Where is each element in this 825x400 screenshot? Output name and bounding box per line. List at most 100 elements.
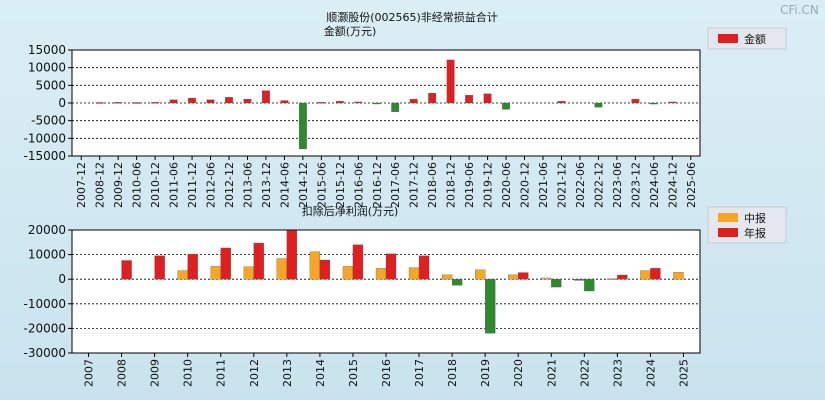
chart1-xtick-label: 2024-06 <box>648 162 661 208</box>
chart1-xtick-label: 2012-06 <box>205 162 218 208</box>
chart1-bar <box>465 95 474 104</box>
chart1-xtick-label: 2020-12 <box>519 162 532 208</box>
chart2-bar <box>319 259 331 280</box>
chart1-bar <box>280 100 289 104</box>
chart1-bar <box>502 102 510 110</box>
chart2-bar <box>385 253 397 280</box>
chart1-ytick-label: 5000 <box>35 78 66 92</box>
chart1-xtick-label: 2017-12 <box>408 162 421 208</box>
chart2-ytick-label: 0 <box>58 272 66 286</box>
chart1-ytick-label: -15000 <box>23 149 66 163</box>
chart2-bar <box>650 267 661 280</box>
watermark: CFi.CN <box>780 3 819 17</box>
chart2-bar <box>276 258 287 280</box>
chart2-bar <box>451 279 463 286</box>
chart1-bar <box>262 90 270 104</box>
chart2-bar <box>408 267 420 280</box>
chart1-xtick-label: 2010-06 <box>131 162 144 208</box>
chart2-legend-swatch <box>718 228 738 237</box>
chart1-bar <box>335 101 344 104</box>
chart2-xtick-label: 2020 <box>512 359 525 387</box>
chart2-bar <box>574 279 585 281</box>
chart-nonrecurring-gains: 顺灏股份(002565)非经常损益合计 金额(万元) 15000 10000 500… <box>23 10 787 208</box>
chart2-bar <box>352 244 364 280</box>
chart1-xtick-label: 2023-12 <box>629 162 642 208</box>
chart2-xtick-label: 2016 <box>380 359 393 387</box>
chart2-bar <box>607 278 618 280</box>
chart1-xtick-label: 2024-12 <box>666 162 679 208</box>
chart1-xtick-label: 2017-06 <box>389 162 402 208</box>
chart2-ytick-label: 10000 <box>28 248 66 262</box>
chart1-bar <box>114 102 123 104</box>
chart1-title: 顺灏股份(002565)非经常损益合计 <box>326 10 498 24</box>
chart2-xtick-label: 2013 <box>281 359 294 387</box>
plot-area <box>71 229 701 354</box>
chart2-bar <box>177 270 188 280</box>
chart1-bar <box>243 98 252 104</box>
chart2-xtick-label: 2024 <box>644 359 657 387</box>
chart2-bar <box>617 274 628 280</box>
chart1-xtick-label: 2012-12 <box>223 162 236 208</box>
chart1-xtick-label: 2010-12 <box>149 162 162 208</box>
chart2-ytick-label: 20000 <box>28 223 66 237</box>
chart2-bar <box>154 255 165 280</box>
chart2-xtick-label: 2007 <box>83 359 96 387</box>
chart1-bar <box>594 102 603 108</box>
chart1-bar <box>132 102 141 104</box>
chart1-xtick-label: 2016-06 <box>352 162 365 208</box>
chart1-bar <box>298 102 307 150</box>
chart1-xtick-label: 2025-06 <box>685 162 698 208</box>
chart2-bar <box>309 251 321 280</box>
chart2-bar <box>475 269 486 280</box>
chart1-xtick-label: 2018-06 <box>426 162 439 208</box>
chart2-bar <box>187 253 198 280</box>
chart2-xtick-label: 2009 <box>149 359 162 387</box>
chart1-legend-swatch <box>718 34 738 43</box>
chart1-bar <box>446 59 455 104</box>
chart2-xtick-label: 2023 <box>611 359 624 387</box>
chart2-xtick-label: 2022 <box>578 359 591 387</box>
chart2-xtick-label: 2025 <box>677 359 690 387</box>
chart1-xtick-label: 2019-06 <box>463 162 476 208</box>
chart2-legend-label: 年报 <box>744 226 766 240</box>
chart1-xtick-label: 2015-06 <box>315 162 328 208</box>
chart1-bar <box>557 101 566 104</box>
chart1-xtick-label: 2018-12 <box>445 162 458 208</box>
chart1-xtick-label: 2021-06 <box>537 162 550 208</box>
chart1-xtick-label: 2013-12 <box>260 162 273 208</box>
chart1-bar <box>631 98 640 104</box>
chart2-bar <box>640 270 651 280</box>
chart1-bar <box>206 99 215 104</box>
chart-net-profit: 扣除后净利润(万元) 20000 10000 0 -10000 -20000 -30000… <box>23 204 787 387</box>
chart2-bar <box>551 279 562 288</box>
chart2-bar <box>243 266 254 280</box>
chart1-bar <box>225 97 233 104</box>
chart1-legend: 金额 <box>707 27 787 50</box>
chart1-xtick-label: 2014-06 <box>278 162 291 208</box>
chart1-legend-label: 金额 <box>744 32 766 46</box>
chart2-ytick-label: -30000 <box>23 346 66 360</box>
chart2-bar <box>441 274 453 280</box>
chart1-xtick-label: 2009-12 <box>112 162 125 208</box>
chart1-bar <box>354 101 363 104</box>
chart1-xtick-label: 2014-12 <box>297 162 310 208</box>
chart1-ytick-label: 15000 <box>28 43 66 57</box>
chart1-bar <box>483 93 492 104</box>
chart1-legend-box <box>707 27 787 50</box>
chart2-bar <box>673 272 684 280</box>
chart2-bar <box>286 230 297 280</box>
chart1-bar <box>169 99 178 104</box>
chart2-bar <box>220 247 231 280</box>
chart2-bar <box>508 274 519 280</box>
chart1-xtick-label: 2011-06 <box>168 162 181 208</box>
chart1-xtick-label: 2022-06 <box>574 162 587 208</box>
chart1-subtitle: 金额(万元) <box>324 24 377 38</box>
chart2-bar <box>584 279 595 292</box>
chart2-xtick-label: 2018 <box>446 359 459 387</box>
chart2-xtick-label: 2008 <box>116 359 129 387</box>
chart2-bar <box>485 279 496 334</box>
chart2-xtick-label: 2011 <box>215 359 228 387</box>
chart2-legend-label: 中报 <box>744 211 766 225</box>
chart2-xtick-label: 2014 <box>314 359 327 387</box>
